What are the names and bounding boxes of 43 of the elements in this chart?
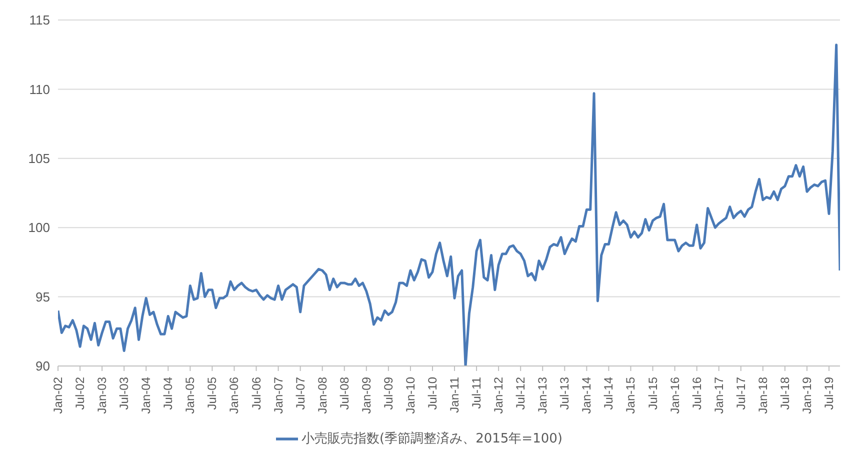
x-tick-label: Jan-11	[448, 376, 462, 413]
x-tick-label: Jan-08	[315, 376, 330, 414]
x-tick-label: Jul-02	[73, 376, 88, 410]
x-tick-label: Jan-03	[95, 376, 110, 414]
x-tick-label: Jul-16	[690, 376, 704, 410]
x-tick-label: Jan-10	[403, 376, 418, 414]
x-tick-label: Jan-16	[668, 376, 682, 414]
x-tick-label: Jul-05	[205, 376, 220, 410]
x-tick-label: Jul-17	[734, 376, 748, 410]
y-tick-label: 110	[29, 82, 50, 97]
y-tick-label: 115	[29, 12, 50, 28]
x-tick-label: Jan-12	[492, 376, 506, 414]
x-tick-label: Jan-04	[139, 376, 154, 414]
x-tick-label: Jan-06	[227, 376, 242, 414]
x-tick-label: Jul-03	[117, 376, 132, 410]
y-tick-label: 95	[36, 289, 50, 304]
x-tick-label: Jul-06	[249, 376, 264, 410]
y-tick-label: 100	[28, 220, 50, 236]
x-tick-label: Jul-04	[161, 376, 176, 410]
x-tick-label: Jul-08	[337, 376, 352, 410]
x-tick-label: Jul-18	[778, 376, 792, 410]
x-tick-label: Jul-15	[646, 376, 660, 410]
x-tick-label: Jul-09	[381, 376, 396, 410]
x-tick-label: Jul-14	[602, 376, 616, 410]
legend-label: 小売販売指数(季節調整済み、2015年=100)	[302, 432, 562, 447]
y-tick-label: 105	[28, 151, 50, 166]
x-tick-label: Jan-02	[51, 376, 65, 414]
x-tick-label: Jan-14	[580, 376, 594, 414]
x-tick-label: Jan-19	[800, 376, 814, 414]
x-tick-label: Jan-15	[624, 376, 638, 414]
x-tick-label: Jul-19	[822, 376, 836, 410]
x-tick-label: Jul-10	[425, 376, 440, 410]
x-tick-label: Jul-11	[470, 376, 484, 409]
x-tick-label: Jul-07	[293, 376, 308, 410]
x-tick-label: Jul-12	[514, 376, 528, 410]
y-tick-label: 90	[36, 358, 50, 374]
x-tick-label: Jan-13	[536, 376, 550, 414]
x-tick-label: Jan-05	[183, 376, 198, 414]
x-tick-label: Jan-17	[712, 376, 726, 414]
x-tick-label: Jul-13	[558, 376, 572, 410]
x-tick-label: Jan-18	[756, 376, 770, 414]
x-tick-label: Jan-09	[359, 376, 374, 414]
x-tick-label: Jan-07	[271, 376, 286, 414]
